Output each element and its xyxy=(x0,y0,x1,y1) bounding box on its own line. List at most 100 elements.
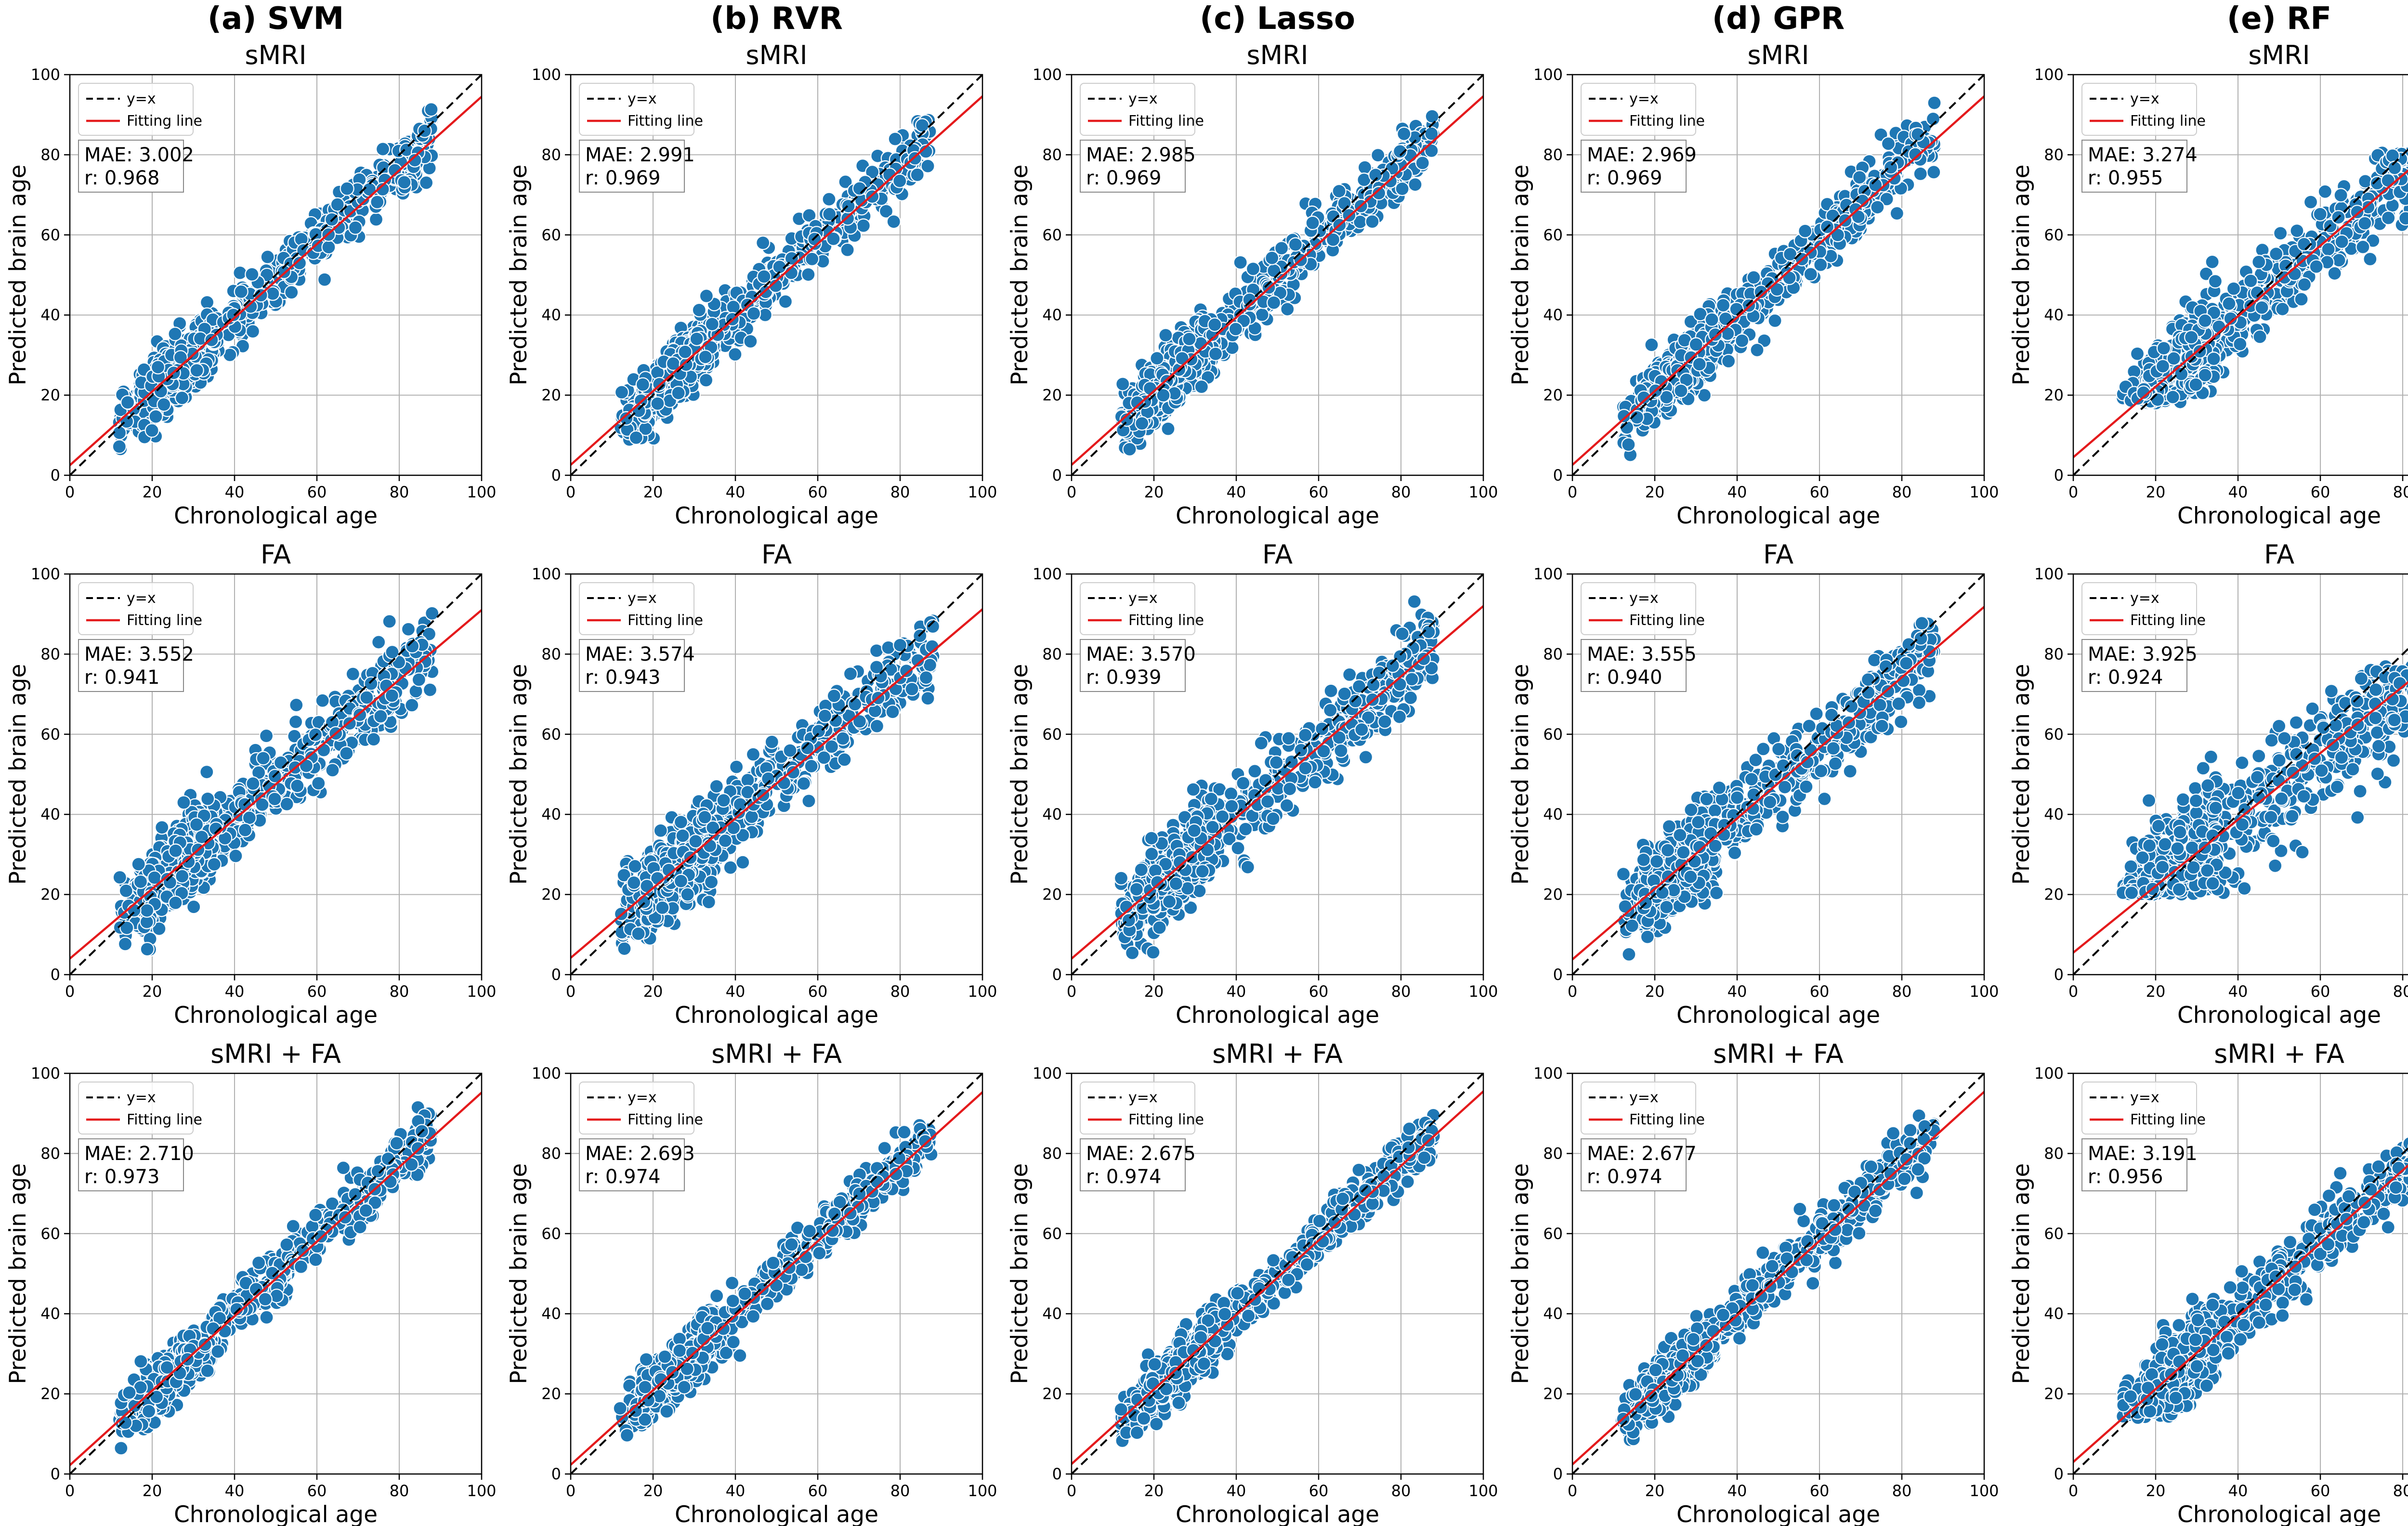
data-point xyxy=(2150,392,2165,407)
axes-frame xyxy=(1071,74,1484,476)
y-tick-label: 20 xyxy=(2044,386,2064,404)
stats-mae: MAE: 3.002 xyxy=(84,144,194,166)
stats-box xyxy=(2081,140,2187,193)
data-point xyxy=(1158,328,1173,343)
fit-line xyxy=(2073,169,2408,458)
data-point xyxy=(865,165,880,180)
data-point xyxy=(2222,296,2237,311)
data-point xyxy=(1767,313,1782,328)
panel-title: sMRI xyxy=(245,40,306,70)
x-tick-label: 40 xyxy=(225,483,245,501)
legend-entry-fit: Fitting line xyxy=(1629,113,1705,130)
data-point xyxy=(918,144,933,159)
data-point xyxy=(628,430,644,445)
y-tick-label: 100 xyxy=(1533,65,1563,84)
data-point xyxy=(2275,301,2290,316)
data-point xyxy=(157,397,171,412)
data-point xyxy=(112,439,127,454)
data-point xyxy=(2309,259,2324,274)
data-point xyxy=(2205,254,2220,270)
data-point xyxy=(826,231,841,247)
data-point xyxy=(375,182,390,197)
data-point xyxy=(368,212,384,227)
data-point xyxy=(801,267,816,282)
y-axis-label: Predicted brain age xyxy=(2008,165,2035,386)
data-point xyxy=(1122,442,1137,456)
x-tick-label: 60 xyxy=(808,483,828,501)
data-point xyxy=(772,260,787,274)
data-point xyxy=(2297,277,2312,292)
panel-title: FA xyxy=(261,539,291,570)
data-point xyxy=(1135,416,1150,431)
data-point xyxy=(1629,410,1645,425)
plot-area xyxy=(571,75,982,475)
y-axis-label: Predicted brain age xyxy=(506,165,532,386)
data-point xyxy=(2208,274,2223,289)
data-point xyxy=(1715,298,1731,313)
fit-line xyxy=(1572,95,1984,466)
plot-area xyxy=(70,75,482,475)
data-point xyxy=(757,269,772,284)
data-point xyxy=(233,265,248,280)
data-point xyxy=(2381,173,2395,188)
plot-area xyxy=(1072,75,1483,475)
x-tick-label: 0 xyxy=(1568,483,1577,501)
data-point xyxy=(1368,168,1383,183)
y-tick-label: 0 xyxy=(51,466,60,484)
data-point xyxy=(2165,390,2180,404)
y-tick-label: 20 xyxy=(1042,386,1062,404)
data-point xyxy=(1868,178,1883,193)
identity-line xyxy=(1572,75,1984,475)
data-point xyxy=(199,295,215,310)
stats-r: r: 0.969 xyxy=(1086,167,1161,189)
x-tick-label: 80 xyxy=(390,483,409,501)
y-tick-label: 80 xyxy=(1042,145,1062,164)
legend-entry-identity: y=x xyxy=(1629,91,1659,107)
y-tick-label: 20 xyxy=(40,386,60,404)
data-point xyxy=(1397,126,1412,142)
data-point xyxy=(2273,226,2288,241)
data-point xyxy=(1425,109,1440,124)
stats-mae: MAE: 2.969 xyxy=(1587,144,1697,166)
data-point xyxy=(1265,250,1280,265)
data-point xyxy=(2184,330,2199,345)
data-point xyxy=(1913,166,1928,182)
y-tick-label: 60 xyxy=(2044,226,2064,244)
column-header-3: (d) GPR xyxy=(1712,1,1845,37)
data-point xyxy=(698,373,714,388)
x-tick-label: 0 xyxy=(1067,483,1076,501)
data-point xyxy=(1182,331,1197,347)
panel-title: sMRI xyxy=(1747,40,1809,70)
data-point xyxy=(1266,295,1282,310)
data-point xyxy=(245,324,261,339)
data-point xyxy=(1194,379,1209,394)
x-tick-label: 40 xyxy=(1227,483,1246,501)
data-point xyxy=(888,131,903,146)
x-tick-label: 40 xyxy=(726,483,746,501)
data-point xyxy=(1889,206,1904,221)
data-point xyxy=(2251,254,2266,270)
axes-frame xyxy=(2072,74,2408,476)
data-point xyxy=(150,360,166,375)
data-point xyxy=(2357,216,2372,231)
fit-line xyxy=(1072,95,1483,466)
data-point xyxy=(635,377,650,392)
legend-entry-fit: Fitting line xyxy=(2130,113,2206,130)
panel-title: sMRI xyxy=(746,40,807,70)
data-point xyxy=(2317,184,2332,199)
x-tick-label: 80 xyxy=(890,483,910,501)
x-tick-label: 20 xyxy=(2146,483,2166,501)
y-tick-label: 60 xyxy=(1543,226,1563,244)
data-point xyxy=(2381,210,2396,225)
data-point xyxy=(1415,156,1430,170)
data-point xyxy=(1908,147,1923,162)
column-header-2: (c) Lasso xyxy=(1200,1,1355,37)
data-point xyxy=(2155,359,2171,374)
data-point xyxy=(2358,174,2373,189)
data-point xyxy=(1208,346,1223,361)
fit-line xyxy=(70,96,482,466)
stats-mae: MAE: 2.985 xyxy=(1086,144,1196,166)
data-point xyxy=(1798,223,1813,238)
